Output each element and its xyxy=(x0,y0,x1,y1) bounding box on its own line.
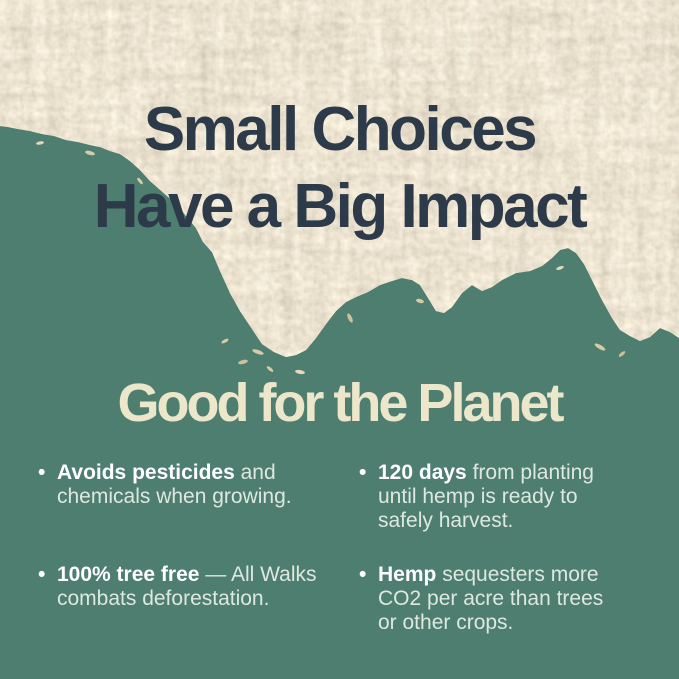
benefits-column-left: • Avoids pesticides and chemicals when g… xyxy=(38,461,338,611)
benefit-text: safely harvest. xyxy=(378,509,514,532)
hemp-debris xyxy=(36,141,626,375)
bullet-icon: • xyxy=(38,563,46,586)
benefit-bold: Avoids pesticides xyxy=(57,461,235,484)
benefit-text: — All Walks xyxy=(199,563,317,586)
benefit-text: from planting xyxy=(466,461,594,484)
list-item: • 120 days from planting until hemp is r… xyxy=(359,461,659,533)
benefit-text: combats deforestation. xyxy=(57,587,270,610)
bullet-icon: • xyxy=(359,461,367,484)
benefit-bold: 100% tree free xyxy=(57,563,200,586)
list-item-text: Avoids pesticides and chemicals when gro… xyxy=(57,461,338,509)
list-item-text: 100% tree free — All Walks combats defor… xyxy=(57,563,338,611)
benefit-bold: 120 days xyxy=(378,461,467,484)
benefit-text: or other crops. xyxy=(378,611,514,634)
list-item: • Hemp sequesters more CO2 per acre than… xyxy=(359,563,659,635)
list-item: • 100% tree free — All Walks combats def… xyxy=(38,563,338,611)
bullet-icon: • xyxy=(38,461,46,484)
benefit-text: CO2 per acre than trees xyxy=(378,587,604,610)
list-item: • Avoids pesticides and chemicals when g… xyxy=(38,461,338,509)
benefit-text: until hemp is ready to xyxy=(378,485,578,508)
benefit-bold: Hemp xyxy=(378,563,437,586)
benefit-text: and xyxy=(234,461,276,484)
list-item-text: 120 days from planting until hemp is rea… xyxy=(378,461,659,533)
hero-title-line2: Have a Big Impact xyxy=(93,172,588,241)
benefit-text: sequesters more xyxy=(436,563,599,586)
section-heading: Good for the Planet xyxy=(117,373,564,433)
benefits-column-right: • 120 days from planting until hemp is r… xyxy=(359,461,659,635)
bullet-icon: • xyxy=(359,563,367,586)
hero-title: Small Choices Have a Big Impact xyxy=(0,91,679,245)
hero-title-line1: Small Choices xyxy=(143,95,538,164)
list-item-text: Hemp sequesters more CO2 per acre than t… xyxy=(378,563,659,635)
benefit-text: chemicals when growing. xyxy=(57,485,292,508)
